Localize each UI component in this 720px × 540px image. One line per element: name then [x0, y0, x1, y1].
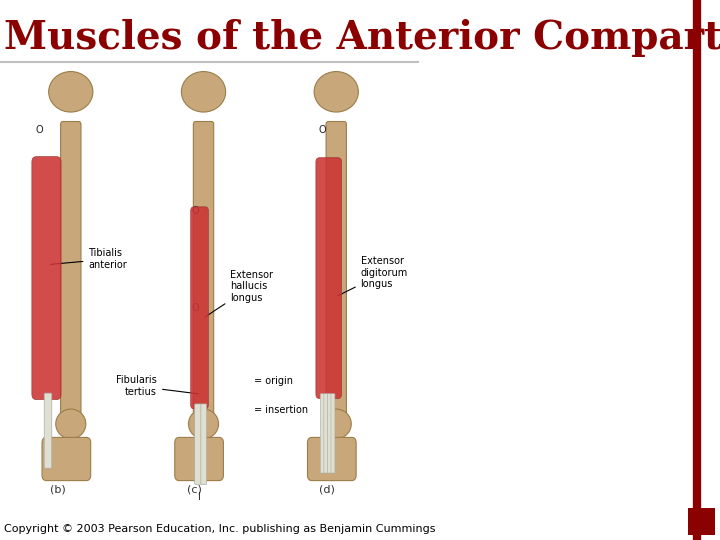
Text: Copyright © 2003 Pearson Education, Inc. publishing as Benjamin Cummings: Copyright © 2003 Pearson Education, Inc.…	[4, 523, 436, 534]
Text: Extensor
digitorum
longus: Extensor digitorum longus	[338, 256, 408, 296]
Text: (b): (b)	[50, 484, 66, 494]
FancyBboxPatch shape	[32, 157, 61, 400]
FancyBboxPatch shape	[175, 437, 223, 481]
Ellipse shape	[314, 71, 359, 112]
FancyBboxPatch shape	[42, 437, 91, 481]
Text: (c): (c)	[187, 484, 202, 494]
Text: Fibularis
tertius: Fibularis tertius	[117, 375, 199, 397]
Text: I: I	[198, 492, 201, 502]
Ellipse shape	[181, 71, 225, 112]
FancyBboxPatch shape	[324, 394, 328, 473]
FancyBboxPatch shape	[60, 122, 81, 418]
FancyBboxPatch shape	[44, 393, 52, 468]
Text: Muscles of the Anterior Compartment: Muscles of the Anterior Compartment	[4, 19, 720, 57]
Ellipse shape	[49, 71, 93, 112]
FancyBboxPatch shape	[316, 158, 341, 399]
Text: O: O	[318, 125, 326, 134]
FancyBboxPatch shape	[331, 394, 335, 473]
Text: I: I	[198, 465, 201, 475]
Text: O: O	[192, 303, 199, 313]
FancyBboxPatch shape	[328, 394, 331, 473]
Text: = insertion: = insertion	[254, 406, 308, 415]
Ellipse shape	[55, 409, 86, 438]
Ellipse shape	[189, 409, 219, 438]
Text: Extensor
hallucis
longus: Extensor hallucis longus	[205, 269, 273, 317]
Text: = origin: = origin	[254, 376, 293, 386]
FancyBboxPatch shape	[307, 437, 356, 481]
FancyBboxPatch shape	[194, 122, 214, 418]
Text: Tibialis
anterior: Tibialis anterior	[50, 248, 127, 270]
Ellipse shape	[321, 409, 351, 438]
Text: (d): (d)	[320, 484, 336, 494]
FancyBboxPatch shape	[201, 404, 207, 484]
FancyBboxPatch shape	[320, 394, 324, 473]
Text: O: O	[35, 125, 42, 134]
Text: O: O	[192, 206, 199, 215]
FancyBboxPatch shape	[194, 404, 202, 484]
FancyBboxPatch shape	[326, 122, 346, 418]
FancyBboxPatch shape	[191, 207, 208, 409]
